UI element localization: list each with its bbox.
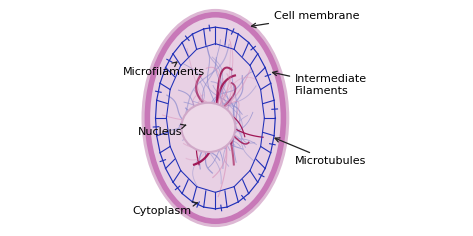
Ellipse shape xyxy=(141,9,289,227)
Text: Intermediate
Filaments: Intermediate Filaments xyxy=(272,71,367,96)
Ellipse shape xyxy=(148,15,283,221)
Ellipse shape xyxy=(181,103,236,152)
Text: Microtubules: Microtubules xyxy=(275,138,367,166)
Text: Nucleus: Nucleus xyxy=(138,124,186,137)
Text: Cytoplasm: Cytoplasm xyxy=(132,202,197,216)
Text: Microfilaments: Microfilaments xyxy=(123,62,205,77)
Text: Cell membrane: Cell membrane xyxy=(252,11,359,28)
